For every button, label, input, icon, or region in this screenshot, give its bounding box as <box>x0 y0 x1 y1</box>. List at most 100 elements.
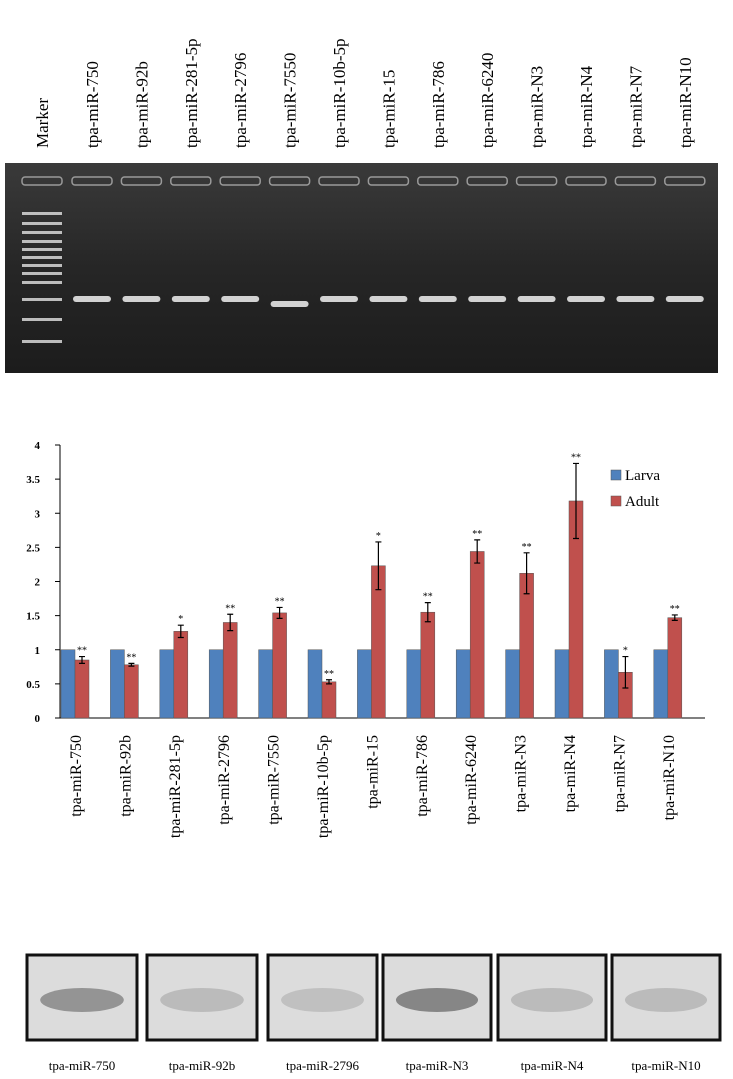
bar <box>505 649 520 719</box>
bar <box>159 649 175 719</box>
legend-label: Larva <box>625 468 660 484</box>
gel-well <box>71 176 113 186</box>
lane-label: tpa-miR-281-5p <box>182 38 201 148</box>
y-tick-label: 3.5 <box>26 474 40 486</box>
gel-well <box>466 176 508 186</box>
bar <box>110 649 125 719</box>
error-bar <box>79 655 85 664</box>
ladder-band <box>22 240 62 243</box>
blot-label: tpa-miR-750 <box>49 1058 115 1073</box>
bar <box>519 573 534 719</box>
x-tick-label: tpa-miR-2796 <box>216 735 233 825</box>
bar <box>420 611 436 719</box>
x-tick-label: tpa-miR-N3 <box>513 735 530 812</box>
gel-well <box>170 176 212 186</box>
blot-frame <box>610 953 722 1042</box>
gel-well <box>614 176 657 186</box>
gel-well <box>664 176 706 186</box>
ladder-band <box>22 264 62 267</box>
ladder-band <box>22 318 62 321</box>
y-tick-label: 1.5 <box>26 611 40 623</box>
gel-band <box>616 296 655 302</box>
y-tick-label: 2.5 <box>26 542 40 554</box>
ladder-band <box>22 281 62 284</box>
significance-label: ** <box>126 652 136 663</box>
blot-signal <box>510 988 594 1012</box>
significance-label: ** <box>571 452 581 463</box>
bar <box>604 649 619 719</box>
gel-band <box>270 301 309 307</box>
lane-label: tpa-miR-15 <box>379 70 398 148</box>
lane-label: tpa-miR-750 <box>83 61 102 148</box>
blot-label: tpa-miR-92b <box>169 1058 235 1073</box>
gel-band <box>221 296 260 302</box>
significance-label: ** <box>275 596 285 607</box>
x-tick-label: tpa-miR-N10 <box>661 735 678 820</box>
lane-label: tpa-miR-N7 <box>626 65 645 148</box>
ladder-band <box>22 272 62 275</box>
gel-band <box>665 296 704 302</box>
significance-label: ** <box>670 604 680 615</box>
blot-signal <box>624 988 708 1012</box>
x-tick-label: tpa-miR-92b <box>117 735 134 817</box>
lane-label: tpa-miR-10b-5p <box>330 38 349 148</box>
bar <box>406 649 422 719</box>
bar <box>74 659 90 719</box>
gel-band <box>567 296 605 302</box>
lane-label: tpa-miR-N10 <box>676 57 695 148</box>
gel-band <box>320 296 358 302</box>
blot-frame <box>496 953 608 1042</box>
legend-swatch <box>610 495 622 507</box>
bar <box>307 649 323 719</box>
x-tick-label: tpa-miR-N7 <box>611 735 628 812</box>
significance-label: ** <box>522 542 532 553</box>
gel-well <box>268 176 311 186</box>
bar <box>321 681 337 719</box>
bar <box>554 649 570 719</box>
blot-label: tpa-miR-N10 <box>631 1058 700 1073</box>
bar <box>173 631 189 719</box>
bar <box>258 649 273 719</box>
significance-label: ** <box>423 592 433 603</box>
gel-well <box>318 176 360 186</box>
blot-frame <box>266 953 379 1042</box>
x-tick-label: tpa-miR-N4 <box>562 735 579 812</box>
x-tick-label: tpa-miR-7550 <box>266 735 283 825</box>
gel-band <box>418 296 457 302</box>
significance-label: * <box>376 531 381 542</box>
error-bar <box>622 655 629 689</box>
gel-band <box>73 296 111 302</box>
ladder-band <box>22 212 62 215</box>
lane-label: Marker <box>33 98 52 148</box>
error-bar <box>177 624 184 639</box>
significance-label: ** <box>472 529 482 540</box>
y-tick-label: 0.5 <box>26 679 40 691</box>
gel-well <box>219 176 261 186</box>
blot-label: tpa-miR-2796 <box>286 1058 359 1073</box>
lane-label: tpa-miR-N4 <box>577 65 596 148</box>
gel-band <box>517 296 556 302</box>
lane-label: tpa-miR-2796 <box>231 53 250 148</box>
legend-label: Adult <box>625 494 660 510</box>
gel-well <box>367 176 410 186</box>
y-tick-label: 0 <box>35 713 41 725</box>
significance-label: ** <box>77 646 87 657</box>
gel-band <box>171 296 210 302</box>
ladder-band <box>22 248 62 251</box>
lane-label: tpa-miR-6240 <box>478 53 497 148</box>
error-bar <box>375 541 382 591</box>
blot-label: tpa-miR-N4 <box>521 1058 584 1073</box>
bar <box>469 551 485 719</box>
lane-label: tpa-miR-92b <box>132 61 151 148</box>
gel-band <box>468 296 507 302</box>
gel-well <box>417 176 459 186</box>
y-tick-label: 4 <box>35 440 41 452</box>
blot-label: tpa-miR-N3 <box>406 1058 469 1073</box>
ladder-band <box>22 340 62 343</box>
bar <box>667 617 683 719</box>
bar <box>222 622 238 719</box>
error-bar <box>276 606 283 619</box>
blot-frame <box>145 953 259 1042</box>
x-tick-label: tpa-miR-786 <box>414 735 431 817</box>
lane-label: tpa-miR-7550 <box>281 53 300 148</box>
